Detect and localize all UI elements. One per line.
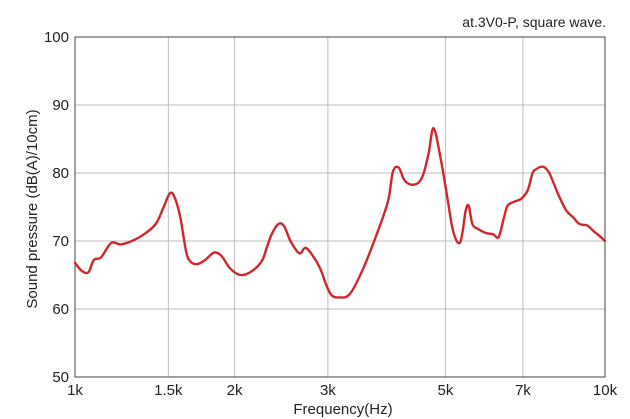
x-tick-label: 3k [320,382,336,399]
y-tick-label: 50 [52,369,69,386]
y-axis-label: Sound pressure (dB(A)/10cm) [24,109,41,308]
chart-annotation: at.3V0-P, square wave. [462,14,606,30]
x-tick-label: 5k [438,382,454,399]
x-tick-label: 1.5k [154,382,183,399]
y-tick-label: 60 [52,301,69,318]
tick-labels: 1k 1.5k 2k 3k 5k 7k 10k 50 60 70 80 90 100 [44,29,618,399]
plot-frame [74,36,606,378]
y-tick-label: 100 [44,29,69,46]
series-line [73,126,607,299]
gridlines [75,37,605,377]
x-tick-label: 1k [67,382,83,399]
y-tick-label: 90 [52,97,69,114]
x-tick-label: 2k [227,382,243,399]
x-tick-label: 7k [515,382,531,399]
x-axis-label: Frequency(Hz) [293,401,392,418]
y-tick-label: 80 [52,165,69,182]
series-group [73,126,607,299]
y-tick-label: 70 [52,233,69,250]
x-tick-label: 10k [593,382,618,399]
